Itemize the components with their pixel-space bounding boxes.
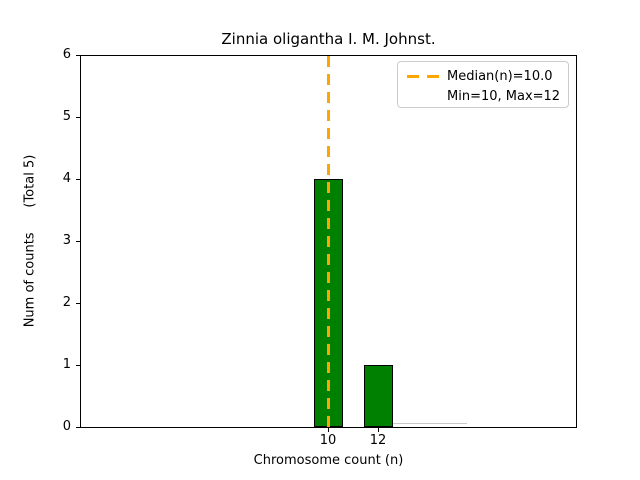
y-tick-mark-0: [76, 427, 80, 428]
y-tick-mark-2: [76, 303, 80, 304]
y-tick-mark-5: [76, 117, 80, 118]
y-tick-mark-4: [76, 179, 80, 180]
chart-title: Zinnia oligantha I. M. Johnst.: [221, 30, 436, 48]
y-tick-label-2: 2: [62, 295, 71, 310]
x-tick-label-10: 10: [319, 433, 337, 448]
zero-count-bins-baseline: [392, 423, 467, 424]
y-tick-mark-1: [76, 365, 80, 366]
y-tick-label-5: 5: [62, 109, 71, 124]
legend-row-median: Median(n)=10.0: [407, 66, 560, 86]
y-axis-label: Num of counts (Total 5): [22, 154, 38, 328]
median-dashed-line-icon: [407, 74, 439, 78]
y-tick-label-3: 3: [62, 233, 71, 248]
legend-median-label: Median(n)=10.0: [447, 68, 553, 84]
y-tick-label-4: 4: [62, 171, 71, 186]
y-tick-mark-3: [76, 241, 80, 242]
legend-row-minmax: Min=10, Max=12: [407, 86, 560, 106]
x-tick-mark-10: [328, 428, 329, 432]
x-tick-mark-12: [378, 428, 379, 432]
x-tick-label-12: 12: [369, 433, 387, 448]
y-tick-label-0: 0: [62, 419, 71, 434]
median-line: [327, 56, 330, 427]
legend-minmax-label: Min=10, Max=12: [447, 88, 561, 104]
y-tick-label-6: 6: [62, 47, 71, 62]
legend: Median(n)=10.0 Min=10, Max=12: [397, 61, 569, 108]
bar-n12: [364, 365, 393, 427]
x-axis-label: Chromosome count (n): [253, 453, 404, 468]
y-tick-mark-6: [76, 55, 80, 56]
y-tick-label-1: 1: [62, 357, 71, 372]
